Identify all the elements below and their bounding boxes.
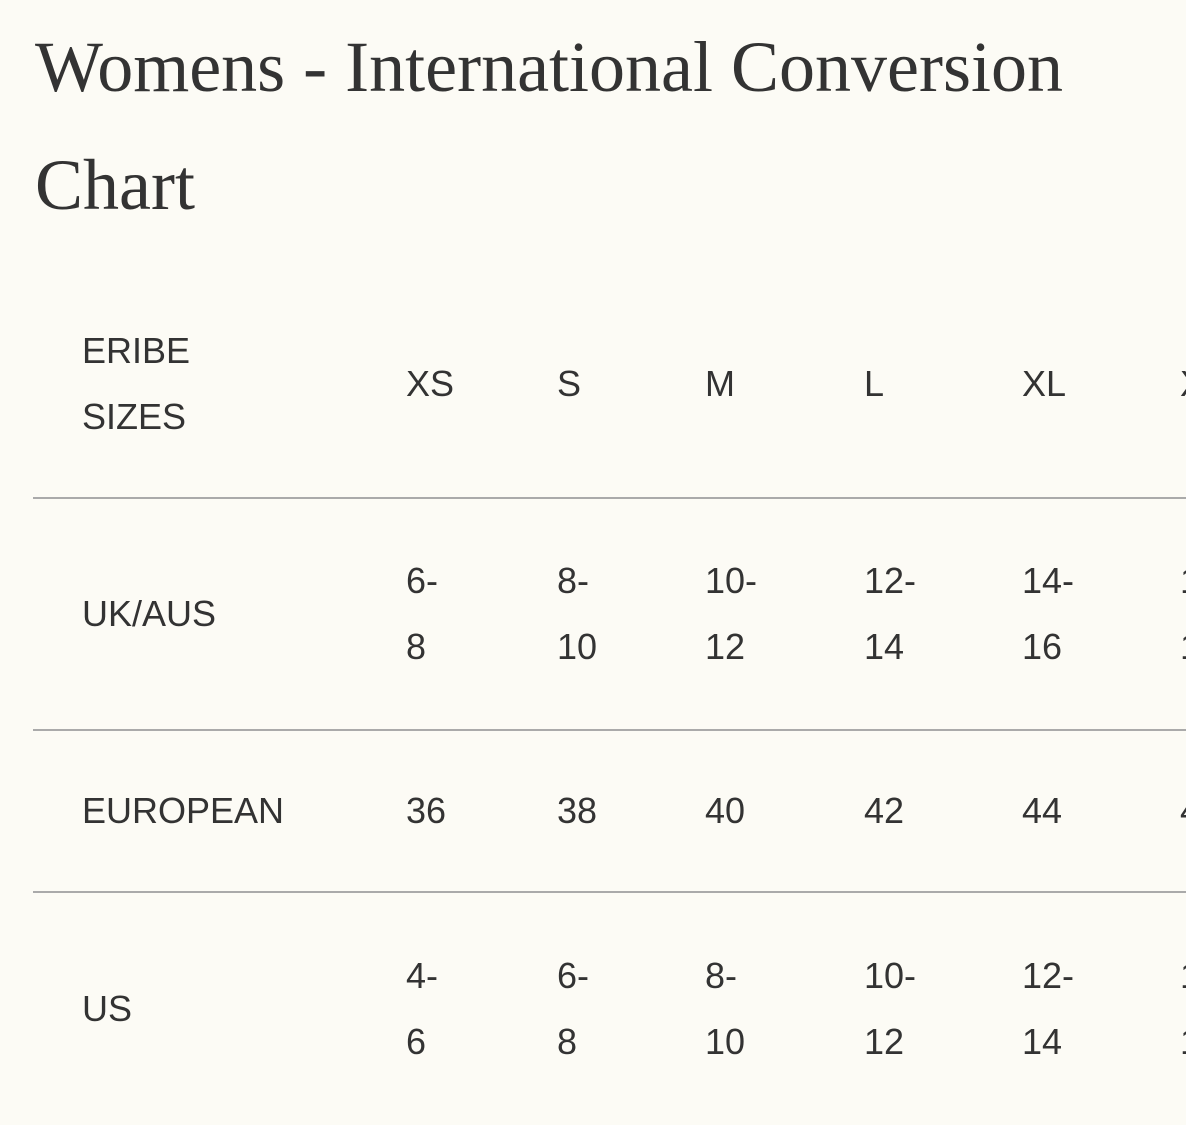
table-cell: 12-14 xyxy=(864,560,917,667)
table-cell: 10-12 xyxy=(705,560,758,667)
row-label: US xyxy=(82,988,133,1029)
table-cell: 8-10 xyxy=(557,560,598,667)
table-cell: 12-14 xyxy=(1022,955,1075,1062)
table-cell: XS xyxy=(406,363,455,404)
table-row: UK/AUS 6-8 8-10 10-12 12-14 14-16 16-18 xyxy=(33,497,1186,729)
table-cell: 8-10 xyxy=(705,955,746,1062)
table-row: EUROPEAN 36 38 40 42 44 46 xyxy=(33,729,1186,891)
table-cell: 6-8 xyxy=(406,560,439,667)
row-label: EUROPEAN xyxy=(82,790,285,831)
table-cell: S xyxy=(557,363,582,404)
size-table: ERIBE SIZES XS S M L XL XXL UK/AUS 6-8 8-10 10-12 1… xyxy=(33,318,1186,1125)
table-cell: 16-18 xyxy=(1180,548,1186,680)
table-cell: 10-12 xyxy=(864,955,917,1062)
table-cell: XXL xyxy=(1180,351,1186,417)
table-cell: XL xyxy=(1022,363,1067,404)
table-cell: L xyxy=(864,363,885,404)
table-cell: 36 xyxy=(406,790,447,831)
table-cell: 14-16 xyxy=(1180,943,1186,1075)
table-cell: M xyxy=(705,363,735,404)
table-cell: 38 xyxy=(557,790,598,831)
table-cell: 14-16 xyxy=(1022,560,1075,667)
table-cell: 4-6 xyxy=(406,955,439,1062)
table-row: US 4-6 6-8 8-10 10-12 12-14 14-16 xyxy=(33,891,1186,1125)
table-cell: 42 xyxy=(864,790,905,831)
table-cell: 6-8 xyxy=(557,955,590,1062)
table-cell: 40 xyxy=(705,790,746,831)
row-label: UK/AUS xyxy=(82,593,217,634)
table-cell: 44 xyxy=(1022,790,1063,831)
row-label: ERIBE SIZES xyxy=(82,330,191,437)
table-row: ERIBE SIZES XS S M L XL XXL xyxy=(33,318,1186,497)
page-title: Womens - International Conversion Chart xyxy=(35,27,1063,225)
table-cell: 46 xyxy=(1180,778,1186,844)
